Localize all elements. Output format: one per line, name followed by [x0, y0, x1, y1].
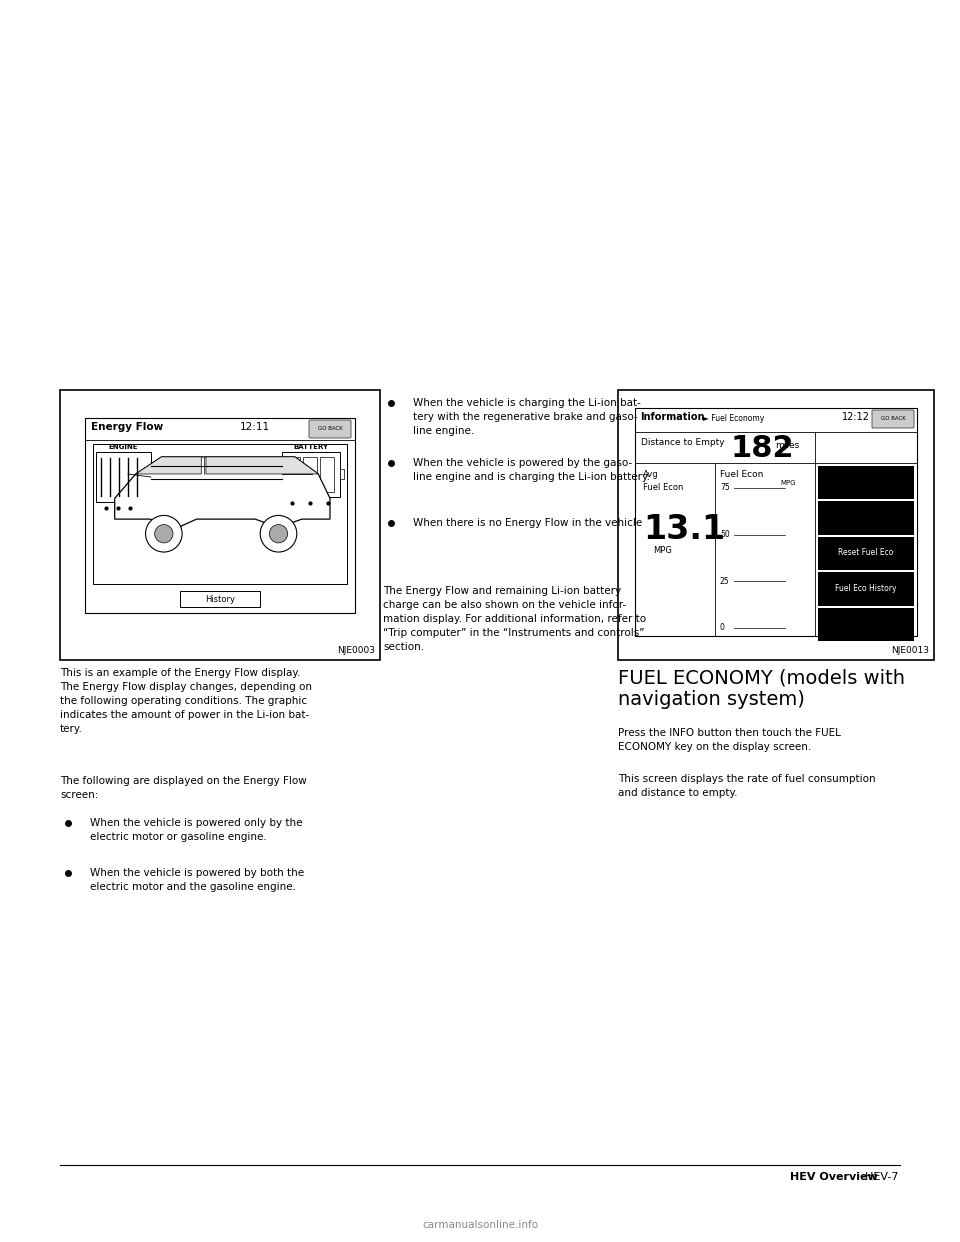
- Text: GO BACK: GO BACK: [318, 426, 343, 431]
- Text: This screen displays the rate of fuel consumption
and distance to empty.: This screen displays the rate of fuel co…: [618, 774, 876, 799]
- Text: ► Fuel Economy: ► Fuel Economy: [703, 414, 764, 424]
- FancyBboxPatch shape: [872, 410, 914, 428]
- Text: navigation system): navigation system): [618, 691, 804, 709]
- FancyBboxPatch shape: [286, 457, 300, 492]
- Text: The Energy Flow and remaining Li-ion battery
charge can be also shown on the veh: The Energy Flow and remaining Li-ion bat…: [383, 586, 646, 652]
- Text: miles: miles: [775, 441, 800, 450]
- FancyBboxPatch shape: [303, 457, 317, 492]
- Text: 25: 25: [720, 576, 730, 586]
- Text: Information: Information: [640, 412, 705, 422]
- Text: The following are displayed on the Energy Flow
screen:: The following are displayed on the Energ…: [60, 776, 307, 800]
- Text: 182: 182: [730, 433, 794, 463]
- FancyBboxPatch shape: [818, 502, 914, 535]
- FancyBboxPatch shape: [618, 390, 934, 660]
- FancyBboxPatch shape: [635, 409, 917, 636]
- Text: History: History: [205, 595, 235, 604]
- Circle shape: [260, 515, 297, 551]
- Text: Fuel Econ: Fuel Econ: [720, 469, 763, 479]
- FancyBboxPatch shape: [85, 419, 355, 614]
- FancyBboxPatch shape: [309, 420, 351, 438]
- Polygon shape: [135, 457, 202, 474]
- Text: 50: 50: [720, 530, 730, 539]
- Text: MPG: MPG: [780, 479, 796, 486]
- Text: When the vehicle is charging the Li-ion bat-
tery with the regenerative brake an: When the vehicle is charging the Li-ion …: [413, 397, 641, 436]
- Text: HEV Overview: HEV Overview: [790, 1172, 877, 1182]
- Circle shape: [146, 515, 182, 551]
- FancyBboxPatch shape: [320, 457, 334, 492]
- Text: Press the INFO button then touch the FUEL
ECONOMY key on the display screen.: Press the INFO button then touch the FUE…: [618, 728, 841, 751]
- Text: When the vehicle is powered by both the
electric motor and the gasoline engine.: When the vehicle is powered by both the …: [90, 868, 304, 892]
- Text: HEV-7: HEV-7: [858, 1172, 899, 1182]
- Text: Reset Fuel Eco: Reset Fuel Eco: [838, 548, 894, 558]
- Polygon shape: [114, 457, 330, 528]
- FancyBboxPatch shape: [180, 591, 260, 607]
- Text: BATTERY: BATTERY: [294, 443, 328, 450]
- FancyBboxPatch shape: [818, 607, 914, 641]
- Circle shape: [270, 524, 288, 543]
- Text: This is an example of the Energy Flow display.
The Energy Flow display changes, : This is an example of the Energy Flow di…: [60, 668, 312, 734]
- Polygon shape: [206, 457, 319, 474]
- FancyBboxPatch shape: [60, 390, 380, 660]
- Text: When there is no Energy Flow in the vehicle: When there is no Energy Flow in the vehi…: [413, 518, 642, 528]
- Text: When the vehicle is powered by the gaso-
line engine and is charging the Li-ion : When the vehicle is powered by the gaso-…: [413, 458, 650, 482]
- Text: Avg
Fuel Econ: Avg Fuel Econ: [643, 469, 684, 492]
- FancyBboxPatch shape: [93, 443, 347, 584]
- Text: NJE0003: NJE0003: [337, 646, 375, 655]
- FancyBboxPatch shape: [818, 466, 914, 499]
- Text: 13.1: 13.1: [643, 513, 725, 546]
- Circle shape: [155, 524, 173, 543]
- Text: When the vehicle is powered only by the
electric motor or gasoline engine.: When the vehicle is powered only by the …: [90, 818, 302, 842]
- Text: GO BACK: GO BACK: [880, 416, 905, 421]
- Text: FUEL ECONOMY (models with: FUEL ECONOMY (models with: [618, 668, 905, 687]
- FancyBboxPatch shape: [96, 452, 151, 502]
- Text: carmanualsonline.info: carmanualsonline.info: [422, 1220, 538, 1230]
- Text: Energy Flow: Energy Flow: [91, 422, 163, 432]
- Text: NJE0013: NJE0013: [891, 646, 929, 655]
- FancyBboxPatch shape: [282, 452, 340, 497]
- Text: ENGINE: ENGINE: [108, 443, 137, 450]
- Text: 75: 75: [720, 483, 730, 493]
- FancyBboxPatch shape: [818, 573, 914, 606]
- Text: Distance to Empty: Distance to Empty: [641, 438, 725, 447]
- Text: Fuel Eco History: Fuel Eco History: [835, 584, 897, 592]
- Text: MPG: MPG: [653, 546, 672, 555]
- FancyBboxPatch shape: [818, 537, 914, 570]
- FancyBboxPatch shape: [340, 469, 344, 479]
- Text: 12:12: 12:12: [842, 412, 870, 422]
- Text: 12:11: 12:11: [240, 422, 270, 432]
- Text: 0: 0: [720, 623, 725, 632]
